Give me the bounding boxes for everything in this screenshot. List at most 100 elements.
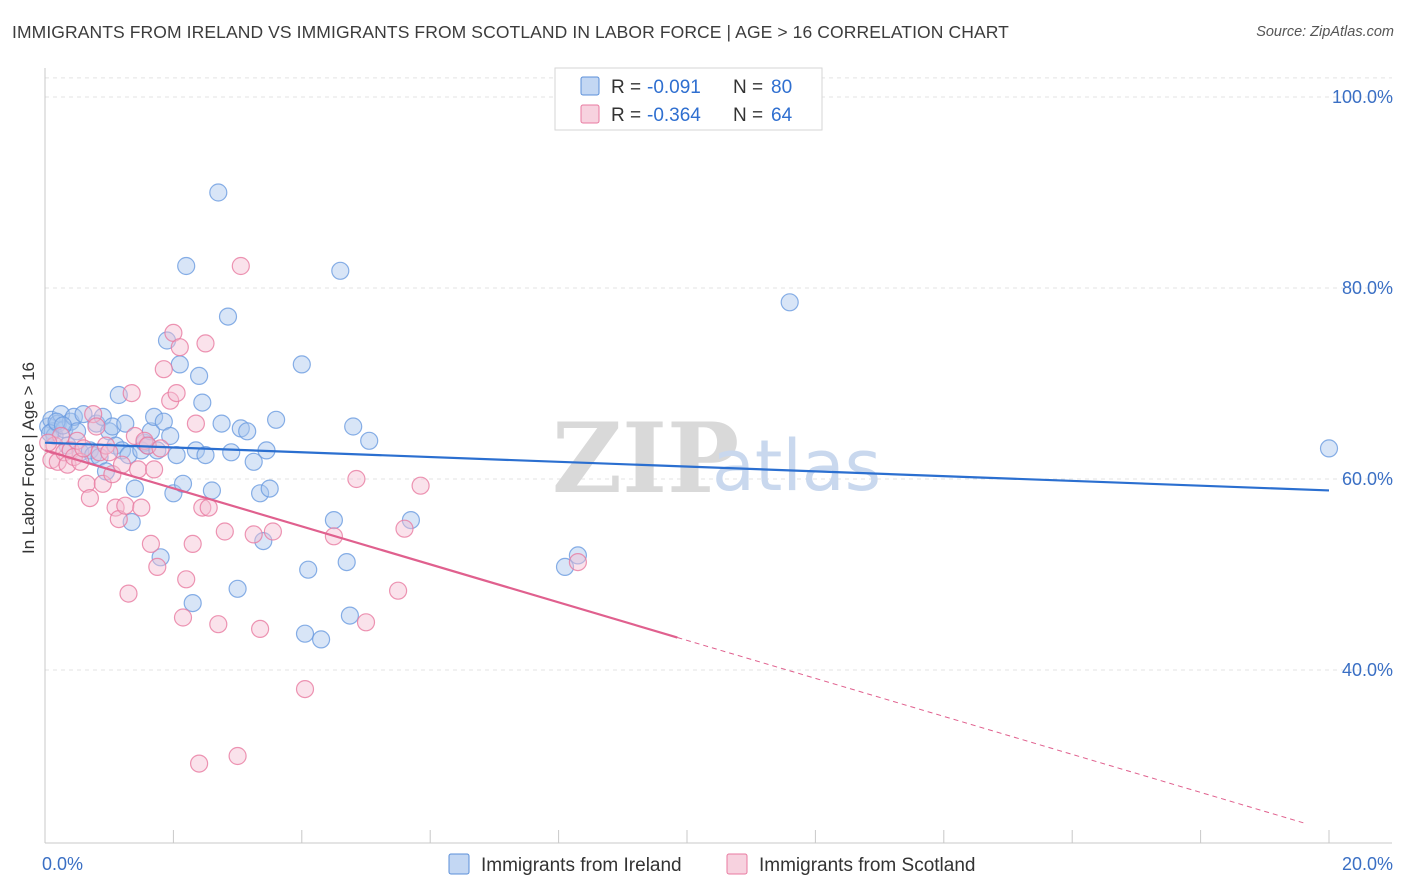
scotland-point: [148, 557, 167, 577]
gridlines: [45, 77, 1392, 671]
scotland-point: [395, 519, 414, 538]
bottom-legend-swatch-ireland: [448, 853, 470, 875]
scotland-point: [228, 746, 247, 766]
scotland-point: [80, 489, 100, 508]
scotland-point: [190, 754, 209, 773]
scotland-point: [167, 384, 186, 403]
trend-lines: [44, 441, 1330, 824]
ireland-point: [170, 355, 189, 374]
ireland-point: [324, 510, 343, 530]
ireland-point: [292, 355, 311, 374]
scotland-point: [125, 426, 144, 446]
scotland-point: [100, 443, 119, 462]
ireland-point: [186, 441, 205, 460]
ireland-point: [331, 261, 350, 280]
scotland-point: [251, 619, 270, 639]
ireland-point: [251, 484, 270, 503]
scotland-point: [215, 522, 234, 541]
legend-r-label: R =: [611, 77, 641, 98]
watermark-atlas: atlas: [712, 425, 881, 507]
legend-r-value: -0.091: [647, 77, 701, 98]
legend-n-label: N =: [733, 77, 763, 98]
ireland-point: [260, 479, 279, 498]
scotland-point: [141, 534, 160, 554]
ireland-point: [209, 183, 228, 202]
ireland-point: [222, 443, 241, 462]
legend: R = -0.091 N = 80 R = -0.364 N = 64: [554, 67, 823, 131]
scotland-point: [77, 474, 96, 493]
legend-n-value: 64: [771, 105, 793, 126]
y-tick-labels: 100.0% 80.0% 60.0% 40.0%: [1332, 87, 1393, 680]
ireland-point: [193, 393, 212, 412]
bottom-legend-label-ireland: Immigrants from Ireland: [481, 855, 682, 876]
scotland-point: [209, 615, 228, 634]
x-tick-label: 0.0%: [42, 854, 83, 874]
data-points: [39, 183, 1339, 773]
scotland-point: [231, 256, 250, 276]
ireland-point: [177, 256, 196, 276]
bottom-legend-label-scotland: Immigrants from Scotland: [759, 855, 975, 876]
x-tick-labels: 0.0% 20.0%: [42, 854, 1393, 874]
ireland-point: [151, 548, 170, 567]
ireland-trend-line: [44, 441, 1330, 492]
ireland-point: [312, 630, 331, 649]
ireland-point: [125, 479, 144, 498]
scotland-point: [193, 498, 212, 517]
ireland-point: [360, 431, 379, 450]
y-axis-title: In Labor Force | Age > 16: [19, 362, 38, 554]
legend-swatch-scotland: [580, 104, 600, 124]
scotland-point: [151, 439, 170, 458]
ireland-point: [196, 446, 215, 465]
scotland-point: [263, 522, 282, 541]
y-tick-label: 80.0%: [1342, 278, 1393, 298]
watermark: ZIP atlas: [552, 402, 881, 515]
scotland-point: [347, 469, 366, 489]
scotland-point: [173, 608, 193, 627]
ireland-point: [202, 481, 221, 500]
ireland-point: [780, 293, 799, 312]
ireland-point: [116, 414, 135, 433]
bottom-legend: Immigrants from Ireland Immigrants from S…: [448, 853, 975, 876]
ireland-point: [337, 552, 356, 572]
ireland-point: [218, 307, 238, 326]
scotland-point: [122, 384, 141, 403]
ireland-point: [145, 407, 164, 426]
y-tick-label: 40.0%: [1342, 660, 1393, 680]
scotland-point: [183, 534, 202, 554]
legend-r-label: R =: [611, 105, 641, 126]
scotland-point: [119, 584, 138, 603]
scotland-point: [295, 679, 315, 699]
scotland-trend-line: [44, 449, 678, 639]
scotland-point: [87, 417, 106, 436]
legend-r-value: -0.364: [647, 105, 701, 126]
axes: [44, 68, 1392, 844]
scotland-point: [145, 460, 164, 479]
scotland-point: [568, 552, 588, 572]
y-tick-label: 60.0%: [1342, 469, 1393, 489]
scotland-point: [389, 581, 408, 600]
legend-swatch-ireland: [580, 76, 600, 96]
bottom-legend-swatch-scotland: [726, 853, 748, 875]
ireland-point: [161, 426, 180, 446]
scotland-point: [411, 476, 430, 495]
ireland-point: [299, 560, 318, 579]
ireland-point: [228, 579, 247, 598]
scotland-point: [170, 338, 189, 357]
ireland-point: [254, 531, 273, 551]
ireland-point: [1319, 439, 1339, 458]
scotland-point: [356, 613, 376, 632]
x-tick-label: 20.0%: [1342, 854, 1393, 874]
scotland-point: [154, 360, 173, 379]
legend-n-value: 80: [771, 77, 792, 98]
ireland-point: [340, 606, 359, 625]
source-label: Source: ZipAtlas.com: [1256, 24, 1394, 40]
y-tick-label: 100.0%: [1332, 87, 1393, 107]
watermark-zip: ZIP: [552, 402, 739, 515]
ireland-point: [74, 405, 93, 424]
ireland-point: [190, 366, 209, 385]
scotland-point: [132, 498, 151, 517]
scotland-point: [116, 496, 135, 515]
ireland-point: [295, 624, 315, 643]
ireland-point: [183, 593, 202, 613]
